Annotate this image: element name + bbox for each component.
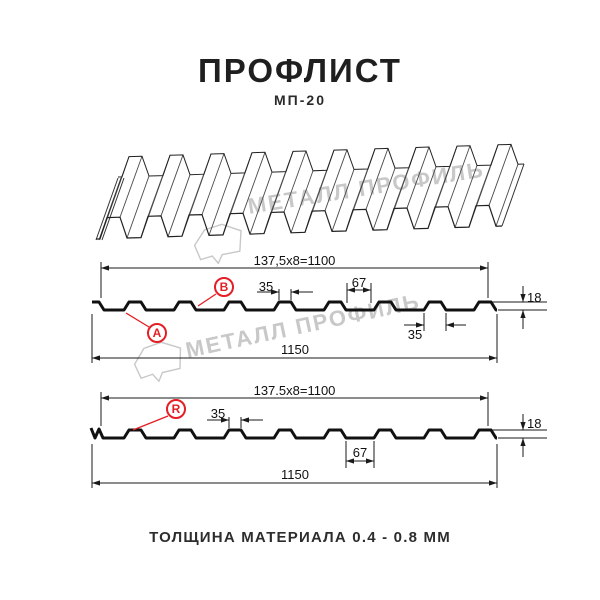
sheet-left-cut-edge bbox=[98, 177, 122, 241]
rib-depth-line bbox=[495, 164, 519, 227]
arrowhead bbox=[489, 355, 497, 361]
arrowhead bbox=[520, 294, 526, 302]
arrowhead bbox=[291, 289, 299, 295]
arrowhead bbox=[92, 355, 100, 361]
rib-depth-line bbox=[99, 176, 123, 240]
dim-height-18-2: 18 bbox=[527, 416, 542, 431]
rib-depth-line bbox=[126, 175, 150, 239]
sheet-left-cut-edge bbox=[101, 177, 125, 241]
dim-total-1150-2: 1150 bbox=[281, 467, 309, 482]
dim-module-formula-1: 137,5x8=1100 bbox=[253, 253, 336, 268]
profile-model-subtitle: МП-20 bbox=[274, 92, 326, 108]
rib-depth-line bbox=[488, 144, 512, 206]
rib-depth-line bbox=[160, 154, 184, 217]
rib-depth-line bbox=[140, 175, 164, 238]
rib-depth-line bbox=[119, 156, 143, 218]
arrowhead bbox=[520, 310, 526, 318]
dim-total-1150-1: 1150 bbox=[281, 342, 309, 357]
dim-rib-top-35-1: 35 bbox=[258, 279, 274, 294]
arrowhead bbox=[446, 322, 454, 328]
arrowhead bbox=[520, 438, 526, 446]
material-thickness-note: ТОЛЩИНА МАТЕРИАЛА 0.4 - 0.8 ММ bbox=[149, 529, 451, 546]
arrowhead bbox=[480, 265, 488, 271]
leader-side-a bbox=[125, 312, 150, 328]
leader-side-b bbox=[197, 293, 217, 307]
profile-cross-section-1 bbox=[92, 300, 498, 312]
leader-side-r bbox=[132, 415, 169, 431]
arrowhead bbox=[489, 480, 497, 486]
dim-rib-top-35-2: 35 bbox=[210, 406, 226, 421]
arrowhead bbox=[480, 395, 488, 401]
metall-profil-logo-watermark bbox=[129, 338, 188, 391]
dim-rib-bottom-35-1: 35 bbox=[407, 327, 423, 342]
rib-depth-line bbox=[106, 156, 130, 218]
sheet-left-cut-edge bbox=[95, 177, 119, 241]
rib-depth-line bbox=[201, 153, 225, 215]
rib-depth-line bbox=[147, 155, 171, 217]
arrowhead bbox=[92, 480, 100, 486]
watermark-text: МЕТАЛЛ ПРОФИЛЬ bbox=[245, 156, 487, 219]
dim-valley-67-1: 67 bbox=[351, 275, 367, 290]
logo-outline bbox=[133, 341, 182, 383]
page-title: ПРОФЛИСТ bbox=[198, 52, 402, 89]
arrowhead bbox=[101, 395, 109, 401]
dim-valley-67-2: 67 bbox=[352, 445, 368, 460]
arrowhead bbox=[101, 265, 109, 271]
rib-depth-line bbox=[188, 153, 212, 216]
profile-cross-section-2 bbox=[89, 427, 498, 440]
arrowhead bbox=[241, 417, 249, 423]
arrowhead bbox=[520, 422, 526, 430]
callout-side-r: R bbox=[166, 399, 186, 419]
callout-side-a: A bbox=[147, 323, 167, 343]
dim-height-18-1: 18 bbox=[527, 290, 542, 305]
callout-side-b: B bbox=[214, 277, 234, 297]
dim-module-formula-2: 137.5x8=1100 bbox=[253, 383, 336, 398]
sheet-right-cut-edge bbox=[501, 163, 525, 227]
rib-depth-line bbox=[167, 174, 191, 237]
